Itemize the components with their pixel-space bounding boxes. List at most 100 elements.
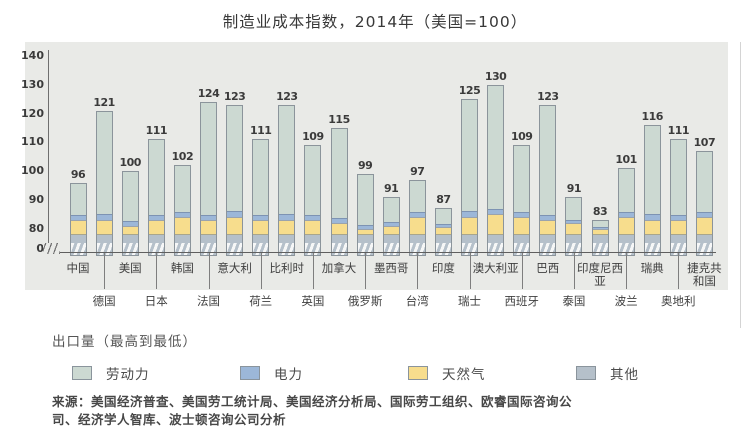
bar — [565, 196, 583, 256]
legend-item-electricity: 电力 — [240, 362, 303, 383]
x-tick-separator — [365, 252, 367, 289]
legend-title: 出口量（最高到最低） — [52, 334, 197, 350]
bar — [487, 84, 505, 256]
bar-value-label: 109 — [302, 130, 324, 144]
bar — [69, 182, 87, 256]
bar-value-label: 124 — [197, 87, 220, 101]
bar — [173, 165, 191, 256]
bar-segment-electricity — [148, 215, 164, 221]
x-label-row2: 泰国 — [562, 294, 586, 308]
plot-panel — [25, 42, 728, 290]
x-label-row1: 比利时 — [269, 261, 305, 275]
bar — [408, 179, 426, 256]
bar-segment-other-with-break — [331, 235, 347, 255]
bar-segment-labor — [96, 111, 112, 214]
bar-segment-other-with-break — [618, 235, 634, 255]
x-label-row2: 荷兰 — [249, 294, 273, 308]
bar-segment-natural-gas — [540, 220, 556, 236]
bar-segment-natural-gas — [305, 220, 321, 236]
bar-segment-other-with-break — [488, 235, 504, 255]
x-label-row1: 巴西 — [536, 261, 560, 275]
bar-segment-other-with-break — [253, 235, 269, 255]
bar-segment-natural-gas — [174, 218, 190, 236]
bar — [461, 99, 478, 256]
bar-segment-electricity — [696, 212, 712, 219]
bar-segment-electricity — [357, 225, 373, 230]
x-tick-separator — [573, 252, 575, 289]
x-label-row2: 法国 — [197, 294, 220, 308]
bar — [513, 145, 531, 256]
bar — [226, 104, 244, 256]
bar-segment-other-with-break — [148, 235, 164, 255]
bar-segment-other-with-break — [227, 235, 243, 255]
bar-segment-natural-gas — [148, 220, 164, 236]
bar-value-label: 91 — [566, 181, 582, 195]
bar-value-label: 100 — [119, 156, 141, 170]
bar-segment-natural-gas — [227, 218, 243, 236]
bar-value-label: 83 — [592, 204, 608, 218]
bar-segment-labor — [174, 166, 190, 213]
x-label-row2: 瑞士 — [458, 294, 481, 308]
legend-item-natural-gas: 天然气 — [408, 362, 486, 383]
bar-segment-electricity — [201, 215, 216, 221]
bar-segment-labor — [227, 105, 243, 211]
bar-segment-labor — [201, 103, 216, 216]
bar-segment-electricity — [592, 226, 608, 230]
bar-segment-labor — [540, 105, 556, 216]
bar-segment-other-with-break — [122, 235, 138, 255]
bar — [695, 150, 713, 256]
bar-value-label: 116 — [641, 110, 663, 124]
legend-label-electricity: 电力 — [274, 366, 303, 383]
bar-segment-natural-gas — [435, 228, 451, 236]
bar-segment-other-with-break — [644, 235, 660, 255]
x-label-row2: 英国 — [301, 294, 325, 308]
bar-segment-labor — [383, 197, 399, 223]
y-tick-label: 90 — [28, 192, 44, 206]
bar-segment-other-with-break — [96, 235, 112, 255]
x-label-row1: 意大利 — [217, 261, 252, 275]
bar-segment-electricity — [279, 213, 295, 221]
bar — [278, 104, 296, 256]
bar-segment-electricity — [566, 219, 582, 224]
bar-segment-labor — [488, 85, 504, 210]
bar-segment-other-with-break — [357, 235, 373, 255]
legend-item-other: 其他 — [576, 362, 639, 383]
x-label-row1: 瑞典 — [640, 261, 664, 275]
bar-segment-electricity — [488, 209, 504, 216]
bar-segment-other-with-break — [670, 235, 686, 255]
bar-segment-labor — [514, 146, 530, 213]
bar-value-label: 101 — [615, 153, 637, 167]
x-label-row1: 美国 — [118, 261, 142, 275]
bar-segment-electricity — [122, 220, 138, 227]
bar-segment-other-with-break — [279, 235, 295, 255]
bar-value-label: 109 — [510, 130, 533, 144]
bar-segment-natural-gas — [488, 215, 504, 236]
bar — [643, 125, 661, 256]
y-tick-label: 120 — [21, 106, 44, 120]
legend-swatch-natural-gas-icon — [408, 365, 428, 380]
legend-swatch-other-icon — [576, 365, 596, 380]
bar-segment-natural-gas — [670, 220, 686, 236]
source-line-1: 来源：美国经济普查、美国劳工统计局、美国经济分析局、国际劳工组织、欧睿国际咨询公 — [52, 394, 573, 409]
bar-value-label: 102 — [171, 150, 194, 164]
y-tick-label: 140 — [21, 48, 44, 62]
bar-segment-natural-gas — [514, 218, 530, 236]
bar — [200, 102, 217, 256]
bar — [330, 127, 348, 256]
y-tick-label: 110 — [21, 135, 44, 149]
bar-value-label: 111 — [145, 124, 168, 138]
bar-segment-electricity — [253, 215, 269, 221]
bar-segment-labor — [644, 126, 660, 214]
bar-value-label: 111 — [667, 124, 690, 138]
bar-segment-natural-gas — [696, 218, 712, 236]
bar-value-label: 111 — [249, 124, 272, 138]
bar-segment-labor — [618, 169, 634, 213]
x-tick-separator — [678, 252, 680, 289]
bar-value-label: 99 — [357, 158, 373, 172]
bar-segment-natural-gas — [96, 220, 112, 236]
x-tick-separator — [521, 252, 523, 289]
legend-swatch-labor-icon — [72, 365, 92, 380]
bar-segment-labor — [435, 209, 451, 224]
bar-segment-other-with-break — [383, 235, 399, 255]
legend-label-other: 其他 — [610, 366, 639, 383]
